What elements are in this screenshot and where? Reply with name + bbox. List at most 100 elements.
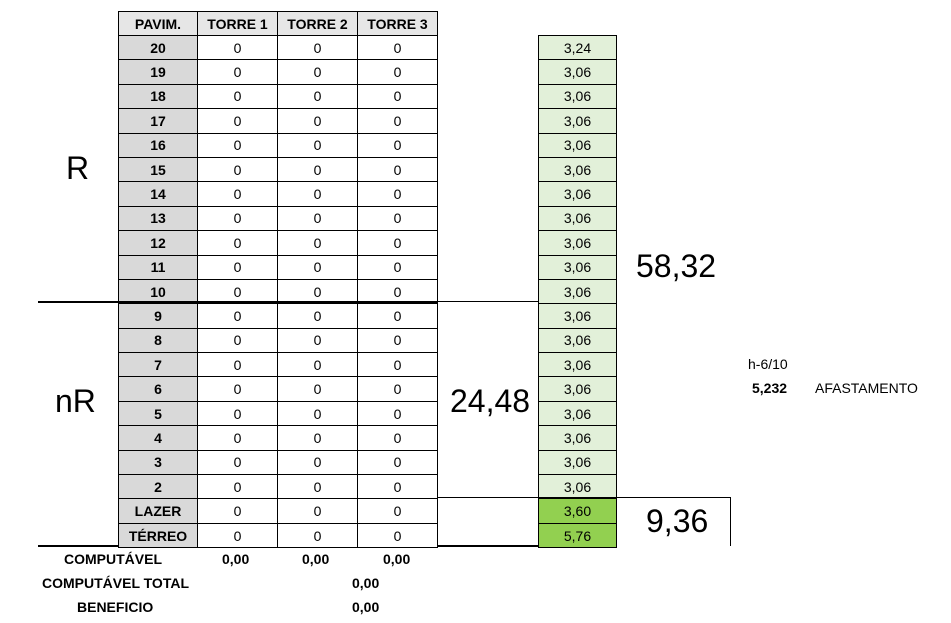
height-row: 3,06 <box>538 327 617 354</box>
torre-3-cell: 0 <box>357 376 438 402</box>
torre-1-cell: 0 <box>197 474 278 500</box>
floor-label: 6 <box>118 376 198 402</box>
height-cell: 3,06 <box>538 254 617 280</box>
torre-2-cell: 0 <box>277 376 358 402</box>
height-column: 3,24 3,06 3,06 3,06 3,06 3,06 3,06 3,06 3,06 3,06… <box>538 34 617 549</box>
sum-base: 9,36 <box>646 503 709 539</box>
torre-2-cell: 0 <box>277 132 358 158</box>
header-torre-2: TORRE 2 <box>277 11 358 36</box>
height-row: 3,06 <box>538 376 617 402</box>
floor-label: 20 <box>118 34 198 61</box>
height-cell: 3,06 <box>538 205 617 232</box>
floor-label: 8 <box>118 327 198 354</box>
torre-1-cell: 0 <box>197 449 278 476</box>
height-row: 3,06 <box>538 352 617 378</box>
floor-label: 10 <box>118 278 198 305</box>
sum-nr: 24,48 <box>450 383 531 419</box>
height-cell: 3,06 <box>538 474 617 500</box>
height-row: 3,06 <box>538 278 617 305</box>
height-row: 3,06 <box>538 181 617 207</box>
torre-1-cell: 0 <box>197 254 278 280</box>
torre-3-cell: 0 <box>357 34 438 61</box>
height-cell: 3,06 <box>538 83 617 110</box>
height-cell: 3,06 <box>538 376 617 402</box>
torre-3-cell: 0 <box>357 327 438 354</box>
computavel-t1: 0,00 <box>222 551 250 567</box>
floor-row: 20 0 0 0 <box>118 34 438 61</box>
torre-1-cell: 0 <box>197 156 278 183</box>
r-divider-line-right <box>438 301 538 302</box>
label-r: R <box>66 150 90 186</box>
torre-1-cell: 0 <box>197 498 278 524</box>
torre-2-cell: 0 <box>277 34 358 61</box>
torre-2-cell: 0 <box>277 59 358 85</box>
height-row: 3,06 <box>538 449 617 476</box>
torre-3-cell: 0 <box>357 181 438 207</box>
torre-1-cell: 0 <box>197 83 278 110</box>
floor-label: 2 <box>118 474 198 500</box>
torre-2-cell: 0 <box>277 108 358 134</box>
torre-1-cell: 0 <box>197 352 278 378</box>
floor-label: 3 <box>118 449 198 476</box>
beneficio-label: BENEFICIO <box>77 599 154 615</box>
torre-2-cell: 0 <box>277 156 358 183</box>
torre-1-cell: 0 <box>197 205 278 232</box>
torre-1-cell: 0 <box>197 132 278 158</box>
floor-row: 15 0 0 0 <box>118 156 438 183</box>
torre-1-cell: 0 <box>197 59 278 85</box>
floor-row: 19 0 0 0 <box>118 59 438 85</box>
torre-1-cell: 0 <box>197 327 278 354</box>
computavel-t3: 0,00 <box>383 551 411 567</box>
height-cell: 3,06 <box>538 108 617 134</box>
height-row: 3,24 <box>538 34 617 61</box>
computavel-t2: 0,00 <box>302 551 330 567</box>
floor-label: 9 <box>118 303 198 329</box>
height-row: 3,06 <box>538 425 617 451</box>
height-cell: 3,06 <box>538 352 617 378</box>
computavel-total-label: COMPUTÁVEL TOTAL <box>42 575 189 591</box>
floor-row: 17 0 0 0 <box>118 108 438 134</box>
floor-label: 4 <box>118 425 198 451</box>
floor-label: 5 <box>118 400 198 427</box>
height-cell: 3,24 <box>538 34 617 61</box>
floor-label: 13 <box>118 205 198 232</box>
torre-2-cell: 0 <box>277 474 358 500</box>
torre-3-cell: 0 <box>357 352 438 378</box>
height-row: 3,06 <box>538 59 617 85</box>
torre-3-cell: 0 <box>357 474 438 500</box>
height-cell: 3,06 <box>538 278 617 305</box>
torre-1-cell: 0 <box>197 34 278 61</box>
note-value: 5,232 <box>752 380 788 396</box>
torre-3-cell: 0 <box>357 278 438 305</box>
torre-3-cell: 0 <box>357 230 438 256</box>
base-sum-box <box>438 497 731 546</box>
label-nr: nR <box>55 383 96 419</box>
height-row: 3,06 <box>538 400 617 427</box>
nr-bottom-line-right <box>438 545 538 547</box>
height-cell: 3,06 <box>538 230 617 256</box>
floor-label: LAZER <box>118 498 198 524</box>
floor-row: 11 0 0 0 <box>118 254 438 280</box>
torre-2-cell: 0 <box>277 425 358 451</box>
height-row: 3,06 <box>538 474 617 500</box>
torre-3-cell: 0 <box>357 303 438 329</box>
torre-2-cell: 0 <box>277 181 358 207</box>
torre-1-cell: 0 <box>197 400 278 427</box>
height-row: 3,06 <box>538 205 617 232</box>
height-cell: 3,06 <box>538 425 617 451</box>
torre-3-cell: 0 <box>357 254 438 280</box>
floor-label: 17 <box>118 108 198 134</box>
torre-3-cell: 0 <box>357 132 438 158</box>
height-cell: 3,06 <box>538 303 617 329</box>
torre-1-cell: 0 <box>197 278 278 305</box>
height-row: 3,06 <box>538 303 617 329</box>
height-row: 3,06 <box>538 254 617 280</box>
torre-3-cell: 0 <box>357 205 438 232</box>
height-row: 3,06 <box>538 132 617 158</box>
height-cell: 3,06 <box>538 132 617 158</box>
note-formula: h-6/10 <box>748 356 788 372</box>
floor-label: 12 <box>118 230 198 256</box>
floor-label: TÉRREO <box>118 522 198 549</box>
height-cell: 3,06 <box>538 181 617 207</box>
